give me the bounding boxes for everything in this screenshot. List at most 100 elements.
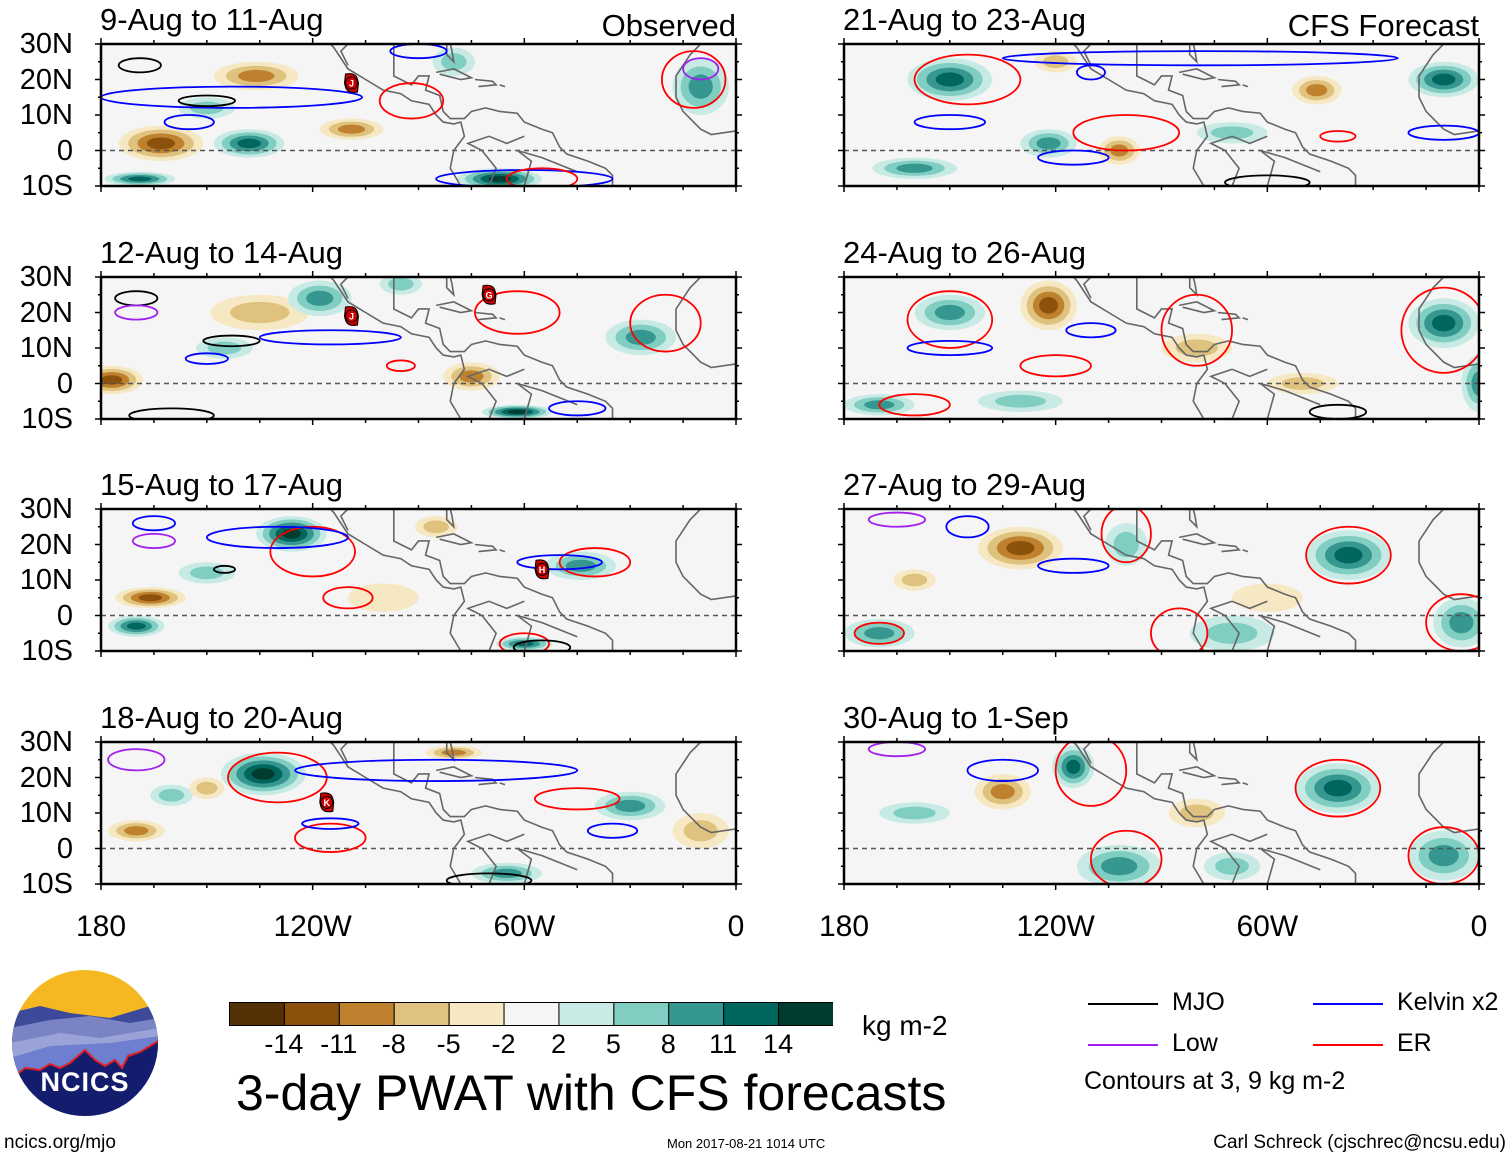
coastline bbox=[1038, 277, 1209, 419]
coastline bbox=[1082, 742, 1092, 764]
storm-label: G bbox=[486, 290, 493, 300]
contour-kelvin bbox=[586, 822, 639, 839]
contour-er bbox=[1150, 607, 1209, 651]
coastline bbox=[499, 549, 506, 553]
map-panel: JG bbox=[95, 271, 742, 425]
coastline bbox=[393, 277, 614, 419]
pwat-anomaly-blob bbox=[1113, 531, 1139, 558]
lat-tick-label: 10S bbox=[21, 170, 73, 202]
contour-mjo bbox=[202, 334, 261, 348]
legend-label: MJO bbox=[1172, 988, 1225, 1016]
lat-tick-label: 10S bbox=[21, 403, 73, 435]
pwat-anomaly-blob bbox=[126, 622, 146, 630]
panel-title: 15-Aug to 17-Aug bbox=[100, 467, 344, 502]
coastline bbox=[393, 742, 614, 884]
colorbar-tick-label: -11 bbox=[320, 1029, 358, 1059]
contour-er bbox=[385, 359, 416, 372]
coastline bbox=[1038, 742, 1209, 884]
contour-kelvin bbox=[1065, 322, 1117, 339]
coastline bbox=[1136, 277, 1357, 419]
contour-er bbox=[1160, 293, 1233, 367]
author: Carl Schreck (cjschrec@ncsu.edu) bbox=[1213, 1132, 1506, 1153]
contour-low bbox=[682, 57, 720, 81]
lon-tick-label: 120W bbox=[273, 910, 352, 943]
coastline bbox=[465, 135, 525, 186]
lon-tick-label: 0 bbox=[727, 910, 745, 943]
coastline bbox=[1136, 44, 1357, 186]
coastline bbox=[465, 600, 525, 651]
pwat-anomaly-blob bbox=[893, 806, 936, 820]
coastline bbox=[1208, 833, 1268, 884]
contour-kelvin bbox=[163, 114, 215, 131]
coastline bbox=[499, 84, 506, 88]
coastline bbox=[675, 742, 736, 834]
pwat-anomaly-blob bbox=[934, 304, 965, 321]
lon-tick-label: 60W bbox=[1236, 910, 1299, 943]
coastline bbox=[465, 833, 525, 884]
contour-er bbox=[558, 547, 632, 578]
colorbar-tick-label: 11 bbox=[709, 1029, 738, 1059]
coastline bbox=[1136, 742, 1357, 884]
colorbar-swatch bbox=[723, 1002, 780, 1026]
coastline bbox=[1038, 44, 1209, 186]
contour-kelvin bbox=[101, 85, 363, 109]
coastline bbox=[1259, 382, 1321, 419]
pwat-anomaly-blob bbox=[1210, 126, 1254, 140]
coastline bbox=[516, 847, 578, 884]
contour-kelvin bbox=[1001, 50, 1399, 67]
colorbar-swatch bbox=[668, 1002, 725, 1026]
pwat-anomaly-blob bbox=[230, 301, 290, 324]
panel-title: 12-Aug to 14-Aug bbox=[100, 235, 344, 270]
ncics-logo: NCICS bbox=[10, 968, 160, 1118]
coastline bbox=[474, 543, 498, 553]
contour-er bbox=[269, 525, 356, 578]
coastline bbox=[1188, 509, 1198, 530]
coastline bbox=[435, 766, 474, 779]
site-link[interactable]: ncics.org/mjo bbox=[4, 1132, 116, 1153]
pwat-anomaly-blob bbox=[101, 375, 123, 385]
contour-er bbox=[878, 393, 951, 417]
contour-kelvin bbox=[913, 114, 987, 131]
contour-er bbox=[906, 290, 994, 349]
contour-kelvin bbox=[184, 352, 229, 365]
legend-line-low bbox=[1088, 1044, 1158, 1046]
coastline bbox=[1178, 68, 1217, 81]
pwat-anomaly-blob bbox=[1232, 583, 1303, 612]
coastline bbox=[1082, 509, 1092, 531]
contour-kelvin bbox=[131, 515, 176, 532]
coastline bbox=[675, 277, 736, 369]
lat-tick-label: 10N bbox=[19, 797, 73, 829]
contour-er bbox=[505, 167, 579, 186]
colorbar-tick-label: 8 bbox=[660, 1029, 676, 1059]
coastline bbox=[339, 742, 349, 764]
coastline bbox=[1178, 766, 1217, 779]
tropical-storm-icon: J bbox=[343, 73, 359, 93]
lat-tick-label: 20N bbox=[19, 296, 73, 329]
pwat-anomaly-blob bbox=[207, 341, 242, 355]
colorbar-swatch bbox=[778, 1002, 834, 1026]
contour-er bbox=[629, 293, 702, 353]
lon-tick-label: 180 bbox=[75, 910, 127, 943]
coastline bbox=[339, 509, 349, 531]
coastline bbox=[1217, 78, 1241, 88]
contour-kelvin bbox=[258, 329, 402, 346]
legend-line-kelvin-x2 bbox=[1313, 1003, 1383, 1005]
coastline bbox=[465, 368, 525, 419]
coastline bbox=[1259, 149, 1321, 186]
coastline bbox=[1178, 301, 1217, 314]
pwat-anomaly-blob bbox=[441, 749, 466, 756]
legend-label: Low bbox=[1172, 1029, 1218, 1057]
map-panel: H bbox=[95, 503, 742, 657]
coastline bbox=[1259, 847, 1321, 884]
coastline bbox=[499, 317, 506, 321]
contour-er bbox=[1072, 114, 1181, 152]
coastline bbox=[295, 44, 466, 186]
tropical-storm-icon: K bbox=[319, 792, 335, 813]
pwat-anomaly-blob bbox=[237, 138, 261, 149]
pwat-anomaly-blob bbox=[1042, 55, 1069, 69]
pwat-anomaly-blob bbox=[337, 124, 366, 134]
pwat-anomaly-blob bbox=[306, 290, 334, 306]
contour-er bbox=[853, 621, 905, 645]
pwat-anomaly-blob bbox=[1101, 857, 1138, 876]
map-panel bbox=[838, 38, 1485, 192]
